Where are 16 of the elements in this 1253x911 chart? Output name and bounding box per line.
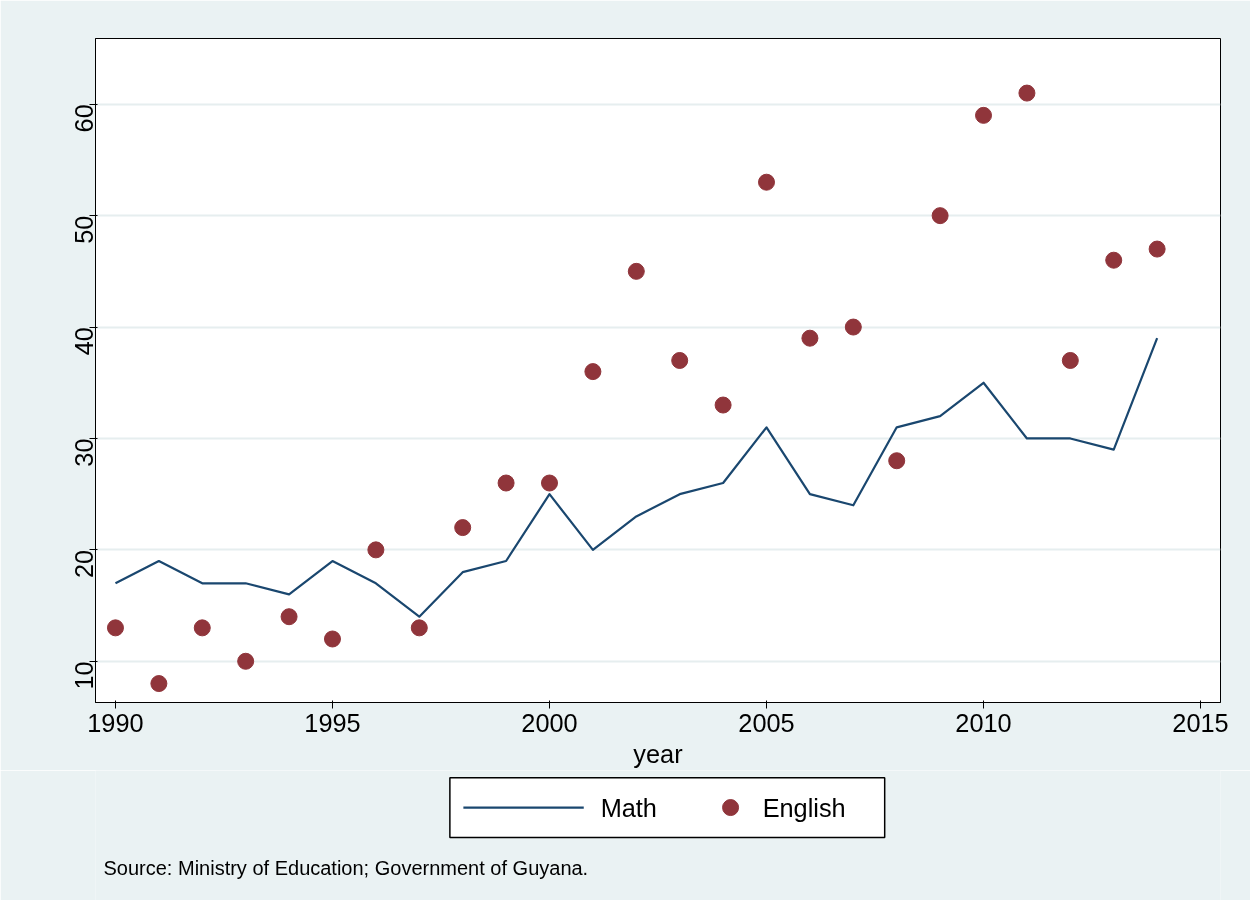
legend-label: Math	[600, 793, 657, 822]
x-axis-title: year	[633, 739, 684, 768]
source-note: Source: Ministry of Education; Government of Guyana.	[103, 856, 589, 879]
x-tick-label: 2005	[738, 708, 795, 737]
y-tick-label: 30	[70, 438, 99, 467]
x-tick-label: 2000	[521, 708, 578, 737]
x-tick-label: 1990	[87, 708, 144, 737]
legend-label: English	[762, 793, 846, 822]
y-tick-label: 60	[70, 104, 99, 133]
y-tick-label: 50	[70, 215, 99, 244]
x-tick-label: 1995	[304, 708, 361, 737]
y-tick-label: 20	[70, 549, 99, 579]
y-tick-label: 10	[70, 661, 99, 690]
x-tick-label: 2015	[1172, 708, 1229, 737]
y-tick-label: 40	[70, 327, 99, 356]
x-tick-label: 2010	[955, 708, 1012, 737]
